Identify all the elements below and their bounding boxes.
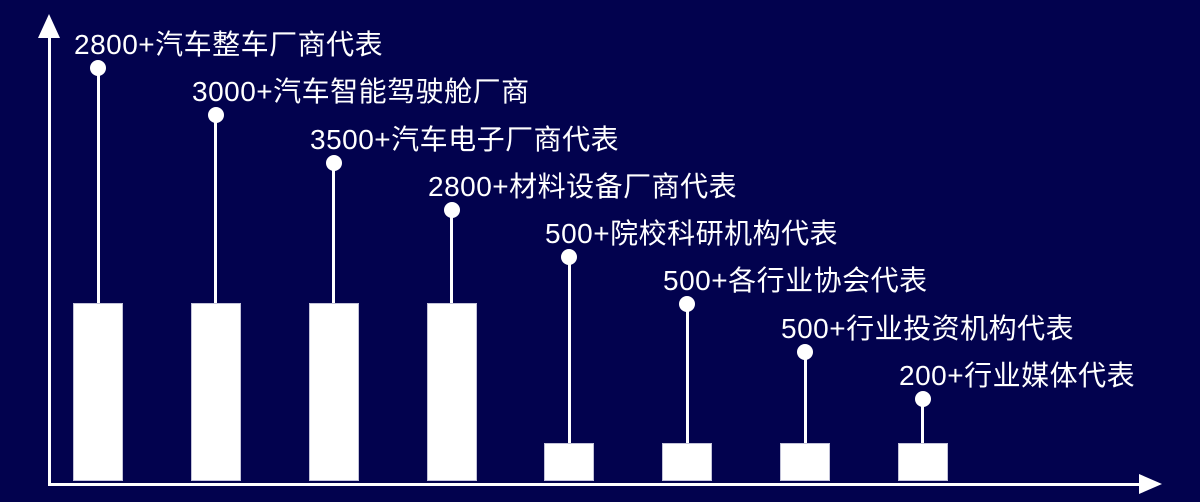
bar	[73, 303, 123, 481]
marker-stem	[568, 257, 571, 443]
bar	[309, 303, 359, 481]
bar	[898, 443, 948, 481]
y-axis-arrow-icon	[38, 14, 60, 38]
bar	[780, 443, 830, 481]
x-axis-arrow-icon	[1139, 474, 1162, 494]
data-label: 3500+汽车电子厂商代表	[310, 124, 620, 155]
data-label: 2800+汽车整车厂商代表	[74, 29, 384, 60]
marker-stem	[686, 304, 689, 443]
x-axis-line	[48, 483, 1144, 486]
marker-stem	[804, 352, 807, 443]
bar	[544, 443, 594, 481]
data-label: 2800+材料设备厂商代表	[428, 171, 738, 202]
bar	[662, 443, 712, 481]
data-label: 500+行业投资机构代表	[781, 313, 1075, 344]
marker-stem	[450, 210, 453, 303]
data-label: 3000+汽车智能驾驶舱厂商	[192, 76, 530, 107]
marker-stem	[332, 163, 335, 303]
data-label: 200+行业媒体代表	[899, 360, 1136, 391]
marker-stem	[214, 115, 217, 303]
data-label: 500+各行业协会代表	[663, 265, 928, 296]
y-axis-line	[48, 32, 51, 486]
marker-stem	[97, 68, 100, 303]
bar	[427, 303, 477, 481]
data-label: 500+院校科研机构代表	[545, 218, 839, 249]
marker-stem	[921, 399, 924, 443]
bar	[191, 303, 241, 481]
